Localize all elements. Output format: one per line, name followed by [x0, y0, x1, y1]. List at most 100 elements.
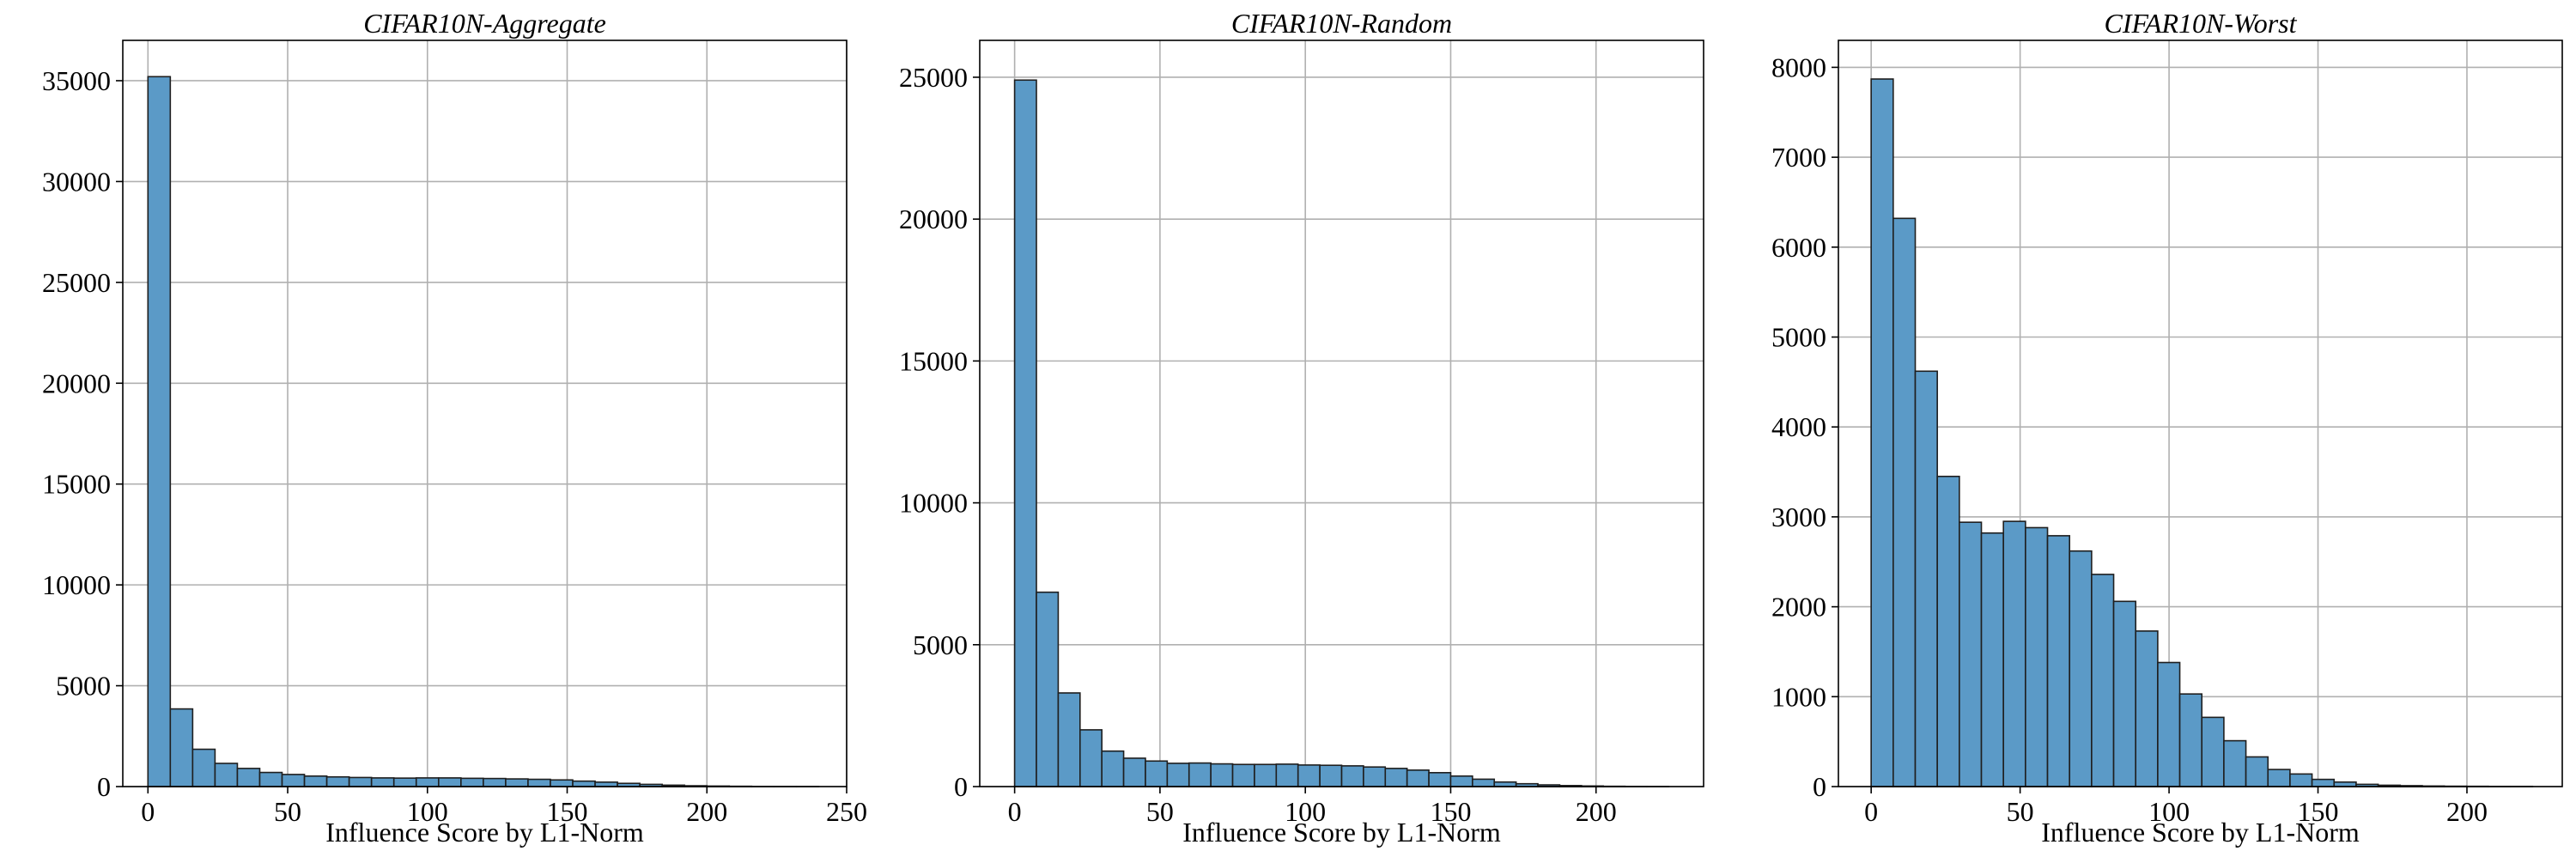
- x-axis-label: Influence Score by L1-Norm: [2041, 817, 2360, 848]
- x-axis-label: Influence Score by L1-Norm: [1182, 817, 1501, 848]
- x-tick-label: 0: [1008, 796, 1022, 827]
- histogram-bar: [1959, 522, 1982, 787]
- histogram-bar: [1473, 779, 1494, 787]
- histogram-bar: [2290, 774, 2312, 787]
- histogram-bar: [550, 780, 573, 787]
- y-tick-label: 20000: [42, 368, 111, 398]
- histogram-bar: [2312, 780, 2335, 787]
- histogram-bar: [2069, 551, 2092, 787]
- histogram-bar: [394, 778, 416, 787]
- panel-title: CIFAR10N-Random: [1231, 8, 1452, 39]
- histogram-bar: [2114, 601, 2136, 787]
- histogram-bar: [305, 776, 327, 787]
- y-tick-label: 0: [97, 771, 111, 802]
- histogram-bar: [1364, 767, 1385, 787]
- histogram-bar: [192, 750, 215, 787]
- y-tick-label: 5000: [1771, 322, 1826, 353]
- panel-title: CIFAR10N-Aggregate: [363, 8, 606, 39]
- histogram-bar: [1937, 477, 1959, 787]
- y-tick-label: 4000: [1771, 411, 1826, 442]
- y-tick-label: 1000: [1771, 681, 1826, 712]
- histogram-bar: [2158, 663, 2180, 787]
- plot-frame: [980, 40, 1704, 787]
- histogram-bar: [1167, 763, 1188, 787]
- y-tick-label: 20000: [899, 204, 968, 234]
- y-tick-label: 8000: [1771, 52, 1826, 82]
- histogram-bar: [372, 778, 394, 787]
- histogram-bar: [506, 779, 528, 787]
- y-tick-label: 6000: [1771, 232, 1826, 263]
- histogram-bar: [1982, 533, 2004, 787]
- histogram-bar: [1015, 80, 1036, 787]
- x-tick-label: 50: [2007, 796, 2034, 827]
- y-tick-label: 3000: [1771, 501, 1826, 532]
- histogram-bar: [349, 777, 372, 787]
- histogram-bar: [2224, 741, 2246, 787]
- panel-title: CIFAR10N-Worst: [2104, 8, 2297, 39]
- y-tick-label: 30000: [42, 166, 111, 197]
- x-tick-label: 200: [2446, 796, 2488, 827]
- y-tick-label: 15000: [42, 469, 111, 500]
- histogram-bar: [283, 775, 305, 787]
- histogram-bar: [1102, 751, 1123, 787]
- histogram-bar: [416, 778, 439, 787]
- histogram-bar: [1124, 758, 1145, 787]
- y-tick-label: 0: [954, 771, 968, 802]
- histogram-bar: [2048, 536, 2070, 787]
- histogram-bar: [2180, 694, 2202, 787]
- histogram-bar: [170, 709, 192, 787]
- histogram-bar: [1080, 730, 1102, 787]
- histogram-bar: [1450, 776, 1472, 787]
- histogram-bar: [259, 773, 282, 787]
- x-tick-label: 200: [686, 796, 727, 827]
- y-tick-label: 35000: [42, 65, 111, 96]
- histogram-bar: [1429, 773, 1450, 787]
- x-tick-label: 250: [826, 796, 867, 827]
- histogram-bar: [1233, 764, 1255, 787]
- y-tick-label: 10000: [899, 488, 968, 519]
- histogram-bar: [573, 781, 595, 787]
- plot-frame: [123, 40, 847, 787]
- y-tick-label: 0: [1813, 771, 1826, 802]
- y-tick-label: 5000: [56, 671, 111, 702]
- histogram-bar: [327, 777, 349, 787]
- y-tick-label: 2000: [1771, 592, 1826, 623]
- y-tick-label: 15000: [899, 345, 968, 376]
- histogram-bar: [2246, 757, 2269, 787]
- x-tick-label: 200: [1576, 796, 1617, 827]
- histogram-bar: [1893, 218, 1916, 787]
- y-tick-label: 7000: [1771, 142, 1826, 173]
- y-tick-label: 25000: [42, 267, 111, 298]
- histogram-bar: [2003, 521, 2026, 787]
- x-tick-label: 0: [1864, 796, 1878, 827]
- histogram-bar: [1058, 693, 1079, 787]
- histogram-bar: [528, 780, 550, 787]
- histogram-bar: [2026, 527, 2048, 787]
- histogram-bar: [148, 76, 170, 787]
- histogram-bar: [2136, 631, 2158, 787]
- histogram-bar: [1298, 765, 1320, 787]
- histogram-bar: [1145, 761, 1167, 787]
- x-tick-label: 50: [1146, 796, 1174, 827]
- histogram-bar: [2202, 717, 2224, 787]
- histogram-bar: [2092, 574, 2114, 787]
- x-axis-label: Influence Score by L1-Norm: [325, 817, 644, 848]
- histogram-bar: [461, 778, 483, 787]
- x-tick-label: 50: [274, 796, 301, 827]
- y-tick-label: 25000: [899, 62, 968, 93]
- histogram-bar: [1036, 593, 1058, 787]
- histogram-bar: [1255, 764, 1276, 787]
- histogram-bar: [439, 778, 461, 787]
- histogram-bar: [483, 779, 506, 787]
- histogram-bar: [1342, 766, 1364, 787]
- histogram-bar: [1189, 763, 1211, 787]
- histogram-bar: [237, 769, 259, 787]
- x-tick-label: 0: [141, 796, 155, 827]
- histogram-bar: [1320, 765, 1341, 787]
- histogram-bar: [1211, 764, 1232, 787]
